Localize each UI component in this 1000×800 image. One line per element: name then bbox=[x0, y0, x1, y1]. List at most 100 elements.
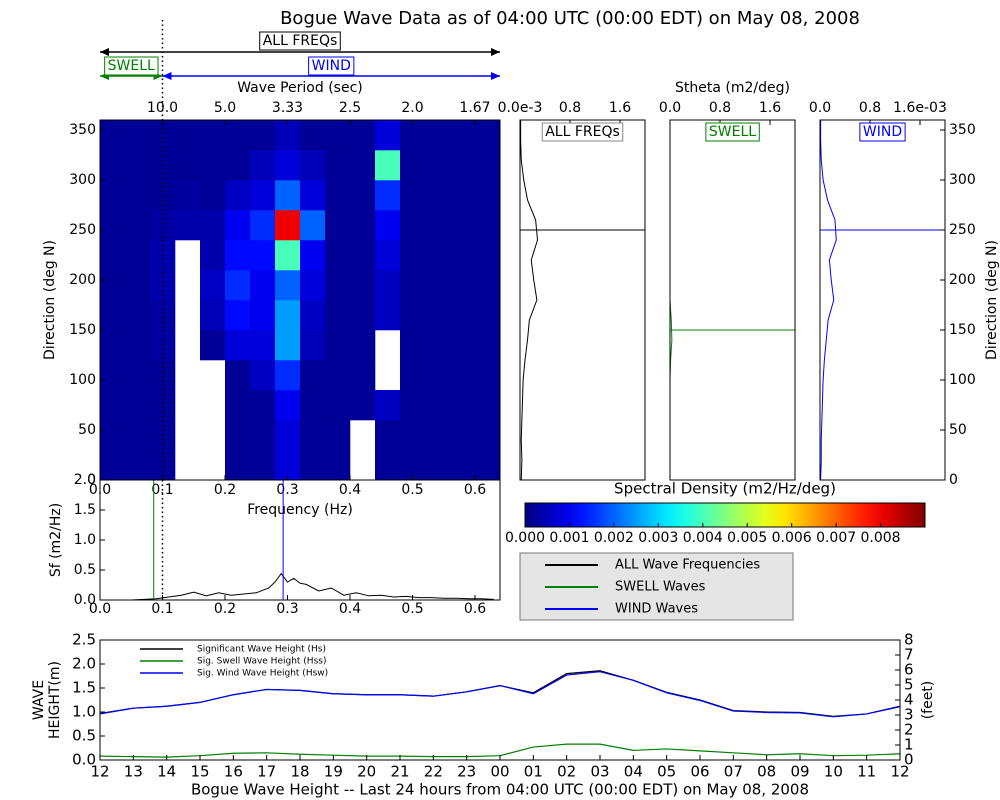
heat-cell bbox=[275, 270, 301, 301]
heat-cell bbox=[425, 360, 451, 391]
y-tick-label: 150 bbox=[949, 322, 976, 338]
heat-cell bbox=[100, 450, 126, 481]
x-tick-label: 12 bbox=[890, 763, 909, 781]
heat-cell bbox=[425, 330, 451, 361]
heat-cell bbox=[300, 450, 326, 481]
x-tick-label: 0.8 bbox=[559, 100, 581, 116]
heat-cell bbox=[375, 300, 401, 331]
heat-cell bbox=[300, 360, 326, 391]
y-tick-label: 300 bbox=[69, 172, 96, 188]
heat-cell bbox=[225, 450, 251, 481]
y-tick-label: 0.5 bbox=[72, 727, 96, 745]
heat-cell bbox=[125, 450, 151, 481]
heat-cell bbox=[425, 270, 451, 301]
heat-cell bbox=[425, 390, 451, 421]
heat-cell bbox=[450, 390, 476, 421]
x-tick-label: 0.8 bbox=[709, 100, 731, 116]
heat-cell bbox=[325, 150, 351, 181]
heat-cell bbox=[300, 210, 326, 241]
heat-cell bbox=[250, 300, 276, 331]
heat-cell bbox=[275, 330, 301, 361]
x-tick-label: 06 bbox=[690, 763, 709, 781]
legend-label: ALL Wave Frequencies bbox=[615, 558, 760, 573]
plot-frame bbox=[819, 119, 946, 481]
x-tick-label: 15 bbox=[190, 763, 209, 781]
x-tick-label: 0.3 bbox=[276, 601, 298, 617]
heat-cell bbox=[225, 270, 251, 301]
x-tick-label: 10 bbox=[824, 763, 843, 781]
y-tick-label: 0 bbox=[87, 472, 96, 488]
heat-cell bbox=[375, 180, 401, 211]
heat-cell bbox=[275, 240, 301, 271]
heat-cell bbox=[200, 270, 226, 301]
heat-cell bbox=[100, 180, 126, 211]
y2-tick-label: 1 bbox=[904, 736, 914, 754]
y-tick-label: 0.0 bbox=[72, 751, 96, 769]
heat-cell bbox=[350, 390, 376, 421]
label-box bbox=[259, 31, 341, 51]
x-tick-label: 0.4 bbox=[339, 601, 361, 617]
panel-label: WIND bbox=[863, 124, 902, 140]
heat-cell bbox=[400, 300, 426, 331]
heat-cell bbox=[350, 240, 376, 271]
heat-cell bbox=[400, 360, 426, 391]
band-label: ALL FREQs bbox=[263, 33, 338, 49]
heat-cell bbox=[375, 240, 401, 271]
direction-spectrum bbox=[820, 120, 837, 481]
y-tick-label: 100 bbox=[69, 372, 96, 388]
heat-cell bbox=[200, 150, 226, 181]
heat-cell bbox=[175, 150, 201, 181]
x-tick-label: 18 bbox=[290, 763, 309, 781]
heat-cell bbox=[300, 120, 326, 151]
legend-label: Sig. Wind Wave Height (Hsw) bbox=[197, 669, 328, 679]
plot-frame bbox=[99, 479, 501, 601]
heat-cell bbox=[400, 390, 426, 421]
x-tick-label: 0.0 bbox=[809, 100, 831, 116]
heat-cell bbox=[100, 150, 126, 181]
colorbar-tick-label: 0.005 bbox=[727, 530, 767, 546]
x-tick-label: 0.8 bbox=[859, 100, 881, 116]
x-tick-label: 1.6 bbox=[759, 100, 781, 116]
y-axis-label: WAVE bbox=[31, 680, 47, 720]
x-tick-label: 0.2 bbox=[214, 482, 236, 498]
top-tick-label: 2.5 bbox=[339, 100, 361, 116]
heat-cell bbox=[300, 390, 326, 421]
heat-cell bbox=[350, 210, 376, 241]
panel-label: ALL FREQs bbox=[545, 124, 620, 140]
y-tick-label: 300 bbox=[949, 172, 976, 188]
legend-label: Sig. Swell Wave Height (Hss) bbox=[197, 657, 326, 667]
heat-cell bbox=[400, 240, 426, 271]
heat-cell bbox=[375, 210, 401, 241]
heat-cell bbox=[100, 240, 126, 271]
heat-cell bbox=[300, 270, 326, 301]
heat-cell bbox=[125, 120, 151, 151]
y-tick-label: 150 bbox=[69, 322, 96, 338]
heat-cell bbox=[200, 180, 226, 211]
heat-cell bbox=[275, 390, 301, 421]
y-tick-label: 200 bbox=[69, 272, 96, 288]
x-tick-label: 14 bbox=[157, 763, 176, 781]
heat-cell bbox=[300, 300, 326, 331]
x-tick-label: 05 bbox=[657, 763, 676, 781]
x-tick-label: 16 bbox=[224, 763, 243, 781]
heat-cell bbox=[450, 360, 476, 391]
heat-cell bbox=[150, 300, 176, 331]
y-tick-label: 2.0 bbox=[74, 472, 96, 488]
x-tick-label: 0.0e-3 bbox=[498, 100, 543, 116]
heat-cell bbox=[350, 330, 376, 361]
heat-cell bbox=[100, 270, 126, 301]
top-tick-label: 1.67 bbox=[459, 100, 490, 116]
arrow-head bbox=[162, 72, 172, 80]
x-tick-label: 0.4 bbox=[339, 482, 361, 498]
heat-cell bbox=[325, 240, 351, 271]
heat-cell bbox=[175, 120, 201, 151]
arrow-head bbox=[491, 72, 500, 80]
heat-cell bbox=[250, 270, 276, 301]
heat-cell bbox=[475, 420, 501, 451]
x-tick-label: 0.2 bbox=[214, 601, 236, 617]
x-tick-label: 09 bbox=[790, 763, 809, 781]
heat-cell bbox=[350, 150, 376, 181]
heat-cell bbox=[325, 180, 351, 211]
heat-cell bbox=[425, 180, 451, 211]
